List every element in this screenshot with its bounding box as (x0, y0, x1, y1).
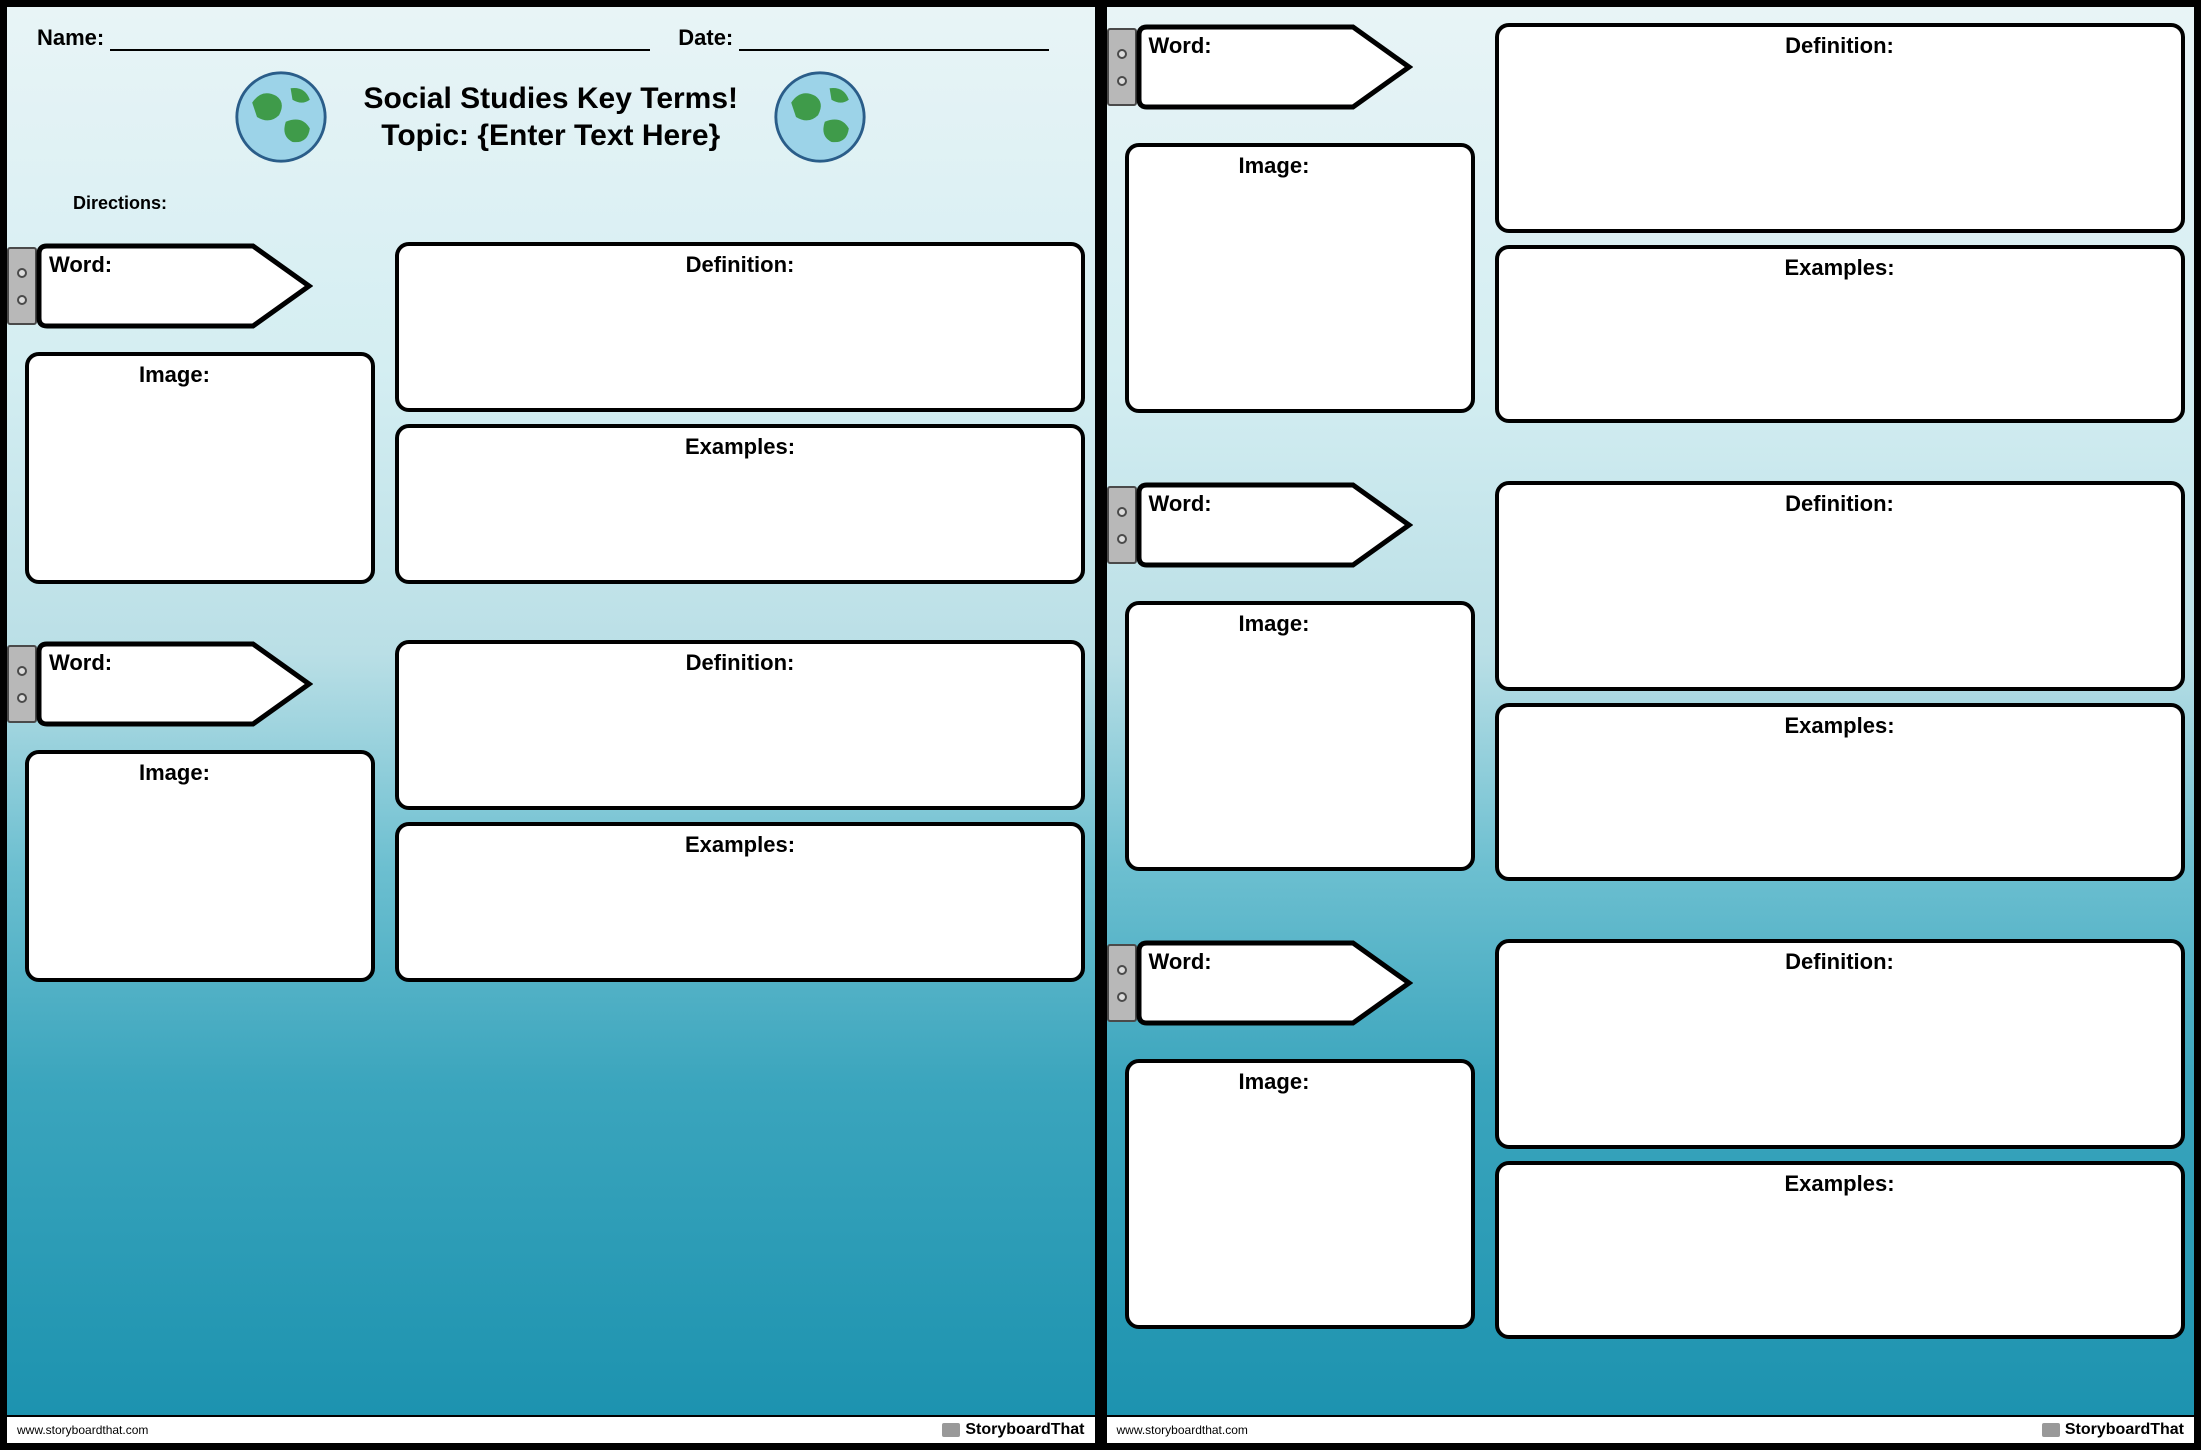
image-label: Image: (139, 760, 210, 786)
term-entry: Word: Image: Definition: Examples: (25, 242, 1077, 612)
term-entry: Word: Image: Definition: Examples: (1125, 23, 2177, 473)
footer-brand: StoryboardThat (942, 1421, 1084, 1439)
examples-label: Examples: (1784, 1171, 1894, 1197)
definition-label: Definition: (686, 252, 795, 278)
word-label: Word: (1149, 949, 1212, 975)
sign-pole (1107, 486, 1137, 564)
word-label: Word: (49, 650, 112, 676)
examples-label: Examples: (1784, 713, 1894, 739)
term-entry: Word: Image: Definition: Examples: (1125, 481, 2177, 931)
sign-pole (7, 247, 37, 325)
image-label: Image: (1239, 1069, 1310, 1095)
worksheet-title: Social Studies Key Terms! Topic: {Enter … (363, 80, 738, 155)
examples-label: Examples: (685, 832, 795, 858)
word-sign[interactable]: Word: (1107, 939, 1413, 1027)
examples-box[interactable]: Examples: (1495, 703, 2185, 881)
entries-page1: Word: Image: Definition: Examples: Word:… (7, 242, 1095, 1010)
definition-label: Definition: (1785, 949, 1894, 975)
word-sign[interactable]: Word: (7, 640, 313, 728)
word-label: Word: (1149, 33, 1212, 59)
title-block: Social Studies Key Terms! Topic: {Enter … (37, 69, 1065, 165)
image-box[interactable]: Image: (25, 352, 375, 584)
word-sign[interactable]: Word: (1107, 481, 1413, 569)
date-line[interactable] (739, 29, 1049, 51)
word-sign[interactable]: Word: (7, 242, 313, 330)
title-line-2[interactable]: Topic: {Enter Text Here} (363, 117, 738, 155)
date-field[interactable]: Date: (678, 25, 1049, 51)
definition-box[interactable]: Definition: (1495, 481, 2185, 691)
image-box[interactable]: Image: (1125, 1059, 1475, 1329)
image-box[interactable]: Image: (1125, 143, 1475, 413)
definition-box[interactable]: Definition: (395, 640, 1085, 810)
name-label: Name: (37, 25, 104, 51)
definition-box[interactable]: Definition: (1495, 23, 2185, 233)
definition-box[interactable]: Definition: (1495, 939, 2185, 1149)
word-label: Word: (1149, 491, 1212, 517)
image-box[interactable]: Image: (25, 750, 375, 982)
globe-icon (233, 69, 329, 165)
definition-label: Definition: (1785, 33, 1894, 59)
examples-box[interactable]: Examples: (395, 424, 1085, 584)
examples-label: Examples: (685, 434, 795, 460)
examples-label: Examples: (1784, 255, 1894, 281)
page-header: Name: Date: Social Studies Key Terms! To… (7, 7, 1095, 214)
title-line-1: Social Studies Key Terms! (363, 80, 738, 118)
storyboard-icon (942, 1423, 960, 1437)
definition-label: Definition: (686, 650, 795, 676)
definition-box[interactable]: Definition: (395, 242, 1085, 412)
storyboard-icon (2042, 1423, 2060, 1437)
image-label: Image: (1239, 611, 1310, 637)
image-box[interactable]: Image: (1125, 601, 1475, 871)
page-footer: www.storyboardthat.com StoryboardThat (7, 1415, 1095, 1443)
sign-pole (1107, 28, 1137, 106)
image-label: Image: (139, 362, 210, 388)
examples-box[interactable]: Examples: (1495, 1161, 2185, 1339)
image-label: Image: (1239, 153, 1310, 179)
definition-label: Definition: (1785, 491, 1894, 517)
footer-url: www.storyboardthat.com (17, 1423, 148, 1437)
word-sign[interactable]: Word: (1107, 23, 1413, 111)
term-entry: Word: Image: Definition: Examples: (25, 640, 1077, 1010)
page-footer: www.storyboardthat.com StoryboardThat (1107, 1415, 2195, 1443)
brand-text: StoryboardThat (2065, 1421, 2184, 1439)
globe-icon (772, 69, 868, 165)
word-label: Word: (49, 252, 112, 278)
worksheet-page-1: Name: Date: Social Studies Key Terms! To… (4, 4, 1098, 1446)
brand-text: StoryboardThat (965, 1421, 1084, 1439)
worksheet-page-2: Word: Image: Definition: Examples: Word:… (1104, 4, 2198, 1446)
name-date-row: Name: Date: (37, 25, 1065, 51)
name-field[interactable]: Name: (37, 25, 650, 51)
name-line[interactable] (110, 29, 650, 51)
sign-pole (1107, 944, 1137, 1022)
footer-url: www.storyboardthat.com (1117, 1423, 1248, 1437)
entries-page2: Word: Image: Definition: Examples: Word:… (1107, 7, 2195, 1389)
date-label: Date: (678, 25, 733, 51)
directions-label: Directions: (37, 193, 1065, 214)
examples-box[interactable]: Examples: (1495, 245, 2185, 423)
term-entry: Word: Image: Definition: Examples: (1125, 939, 2177, 1389)
examples-box[interactable]: Examples: (395, 822, 1085, 982)
footer-brand: StoryboardThat (2042, 1421, 2184, 1439)
sign-pole (7, 645, 37, 723)
